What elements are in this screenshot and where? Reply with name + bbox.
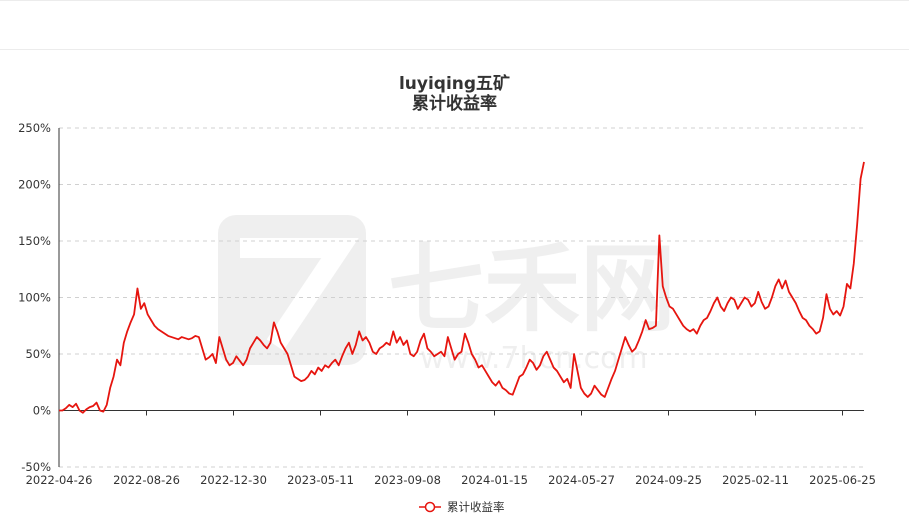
x-axis-labels: 2022-04-26 2022-08-26 2022-12-30 2023-05-11… (26, 473, 876, 487)
x-tick-label: 2024-05-27 (548, 473, 615, 487)
watermark: 七禾网 www.7hcn.com (218, 215, 676, 376)
legend-marker-icon (424, 501, 436, 513)
y-tick-label: -50% (21, 460, 51, 474)
watermark-brand: 七禾网 (388, 233, 676, 345)
x-tick-label: 2024-01-15 (461, 473, 528, 487)
y-tick-label: 150% (18, 234, 51, 248)
y-axis-labels: 250% 200% 150% 100% 50% 0% -50% (18, 121, 51, 474)
legend[interactable]: 累计收益率 (419, 500, 505, 514)
chart-subtitle: 累计收益率 (412, 94, 497, 114)
x-tick-label: 2025-02-11 (722, 473, 789, 487)
y-tick-label: 0% (33, 404, 51, 418)
top-toolbar (0, 0, 909, 50)
chart-title: luyiqing五矿 (398, 74, 511, 94)
watermark-url: www.7hcn.com (420, 341, 648, 376)
y-tick-label: 250% (18, 121, 51, 135)
x-tick-label: 2022-08-26 (113, 473, 180, 487)
x-tick-label: 2023-05-11 (287, 473, 354, 487)
watermark-logo-glyph (240, 238, 359, 351)
series-line-0 (59, 161, 865, 414)
y-tick-label: 200% (18, 178, 51, 192)
y-tick-label: 100% (18, 291, 51, 305)
legend-label: 累计收益率 (447, 500, 505, 514)
grid-lines (59, 127, 864, 468)
x-tick-label: 2022-12-30 (200, 473, 267, 487)
y-tick-label: 50% (25, 347, 51, 361)
x-tick-label: 2025-06-25 (809, 473, 876, 487)
x-tick-label: 2022-04-26 (26, 473, 93, 487)
x-tick-label: 2024-09-25 (635, 473, 702, 487)
watermark-logo-box (218, 215, 366, 365)
series-group (59, 161, 865, 414)
x-tick-label: 2023-09-08 (374, 473, 441, 487)
